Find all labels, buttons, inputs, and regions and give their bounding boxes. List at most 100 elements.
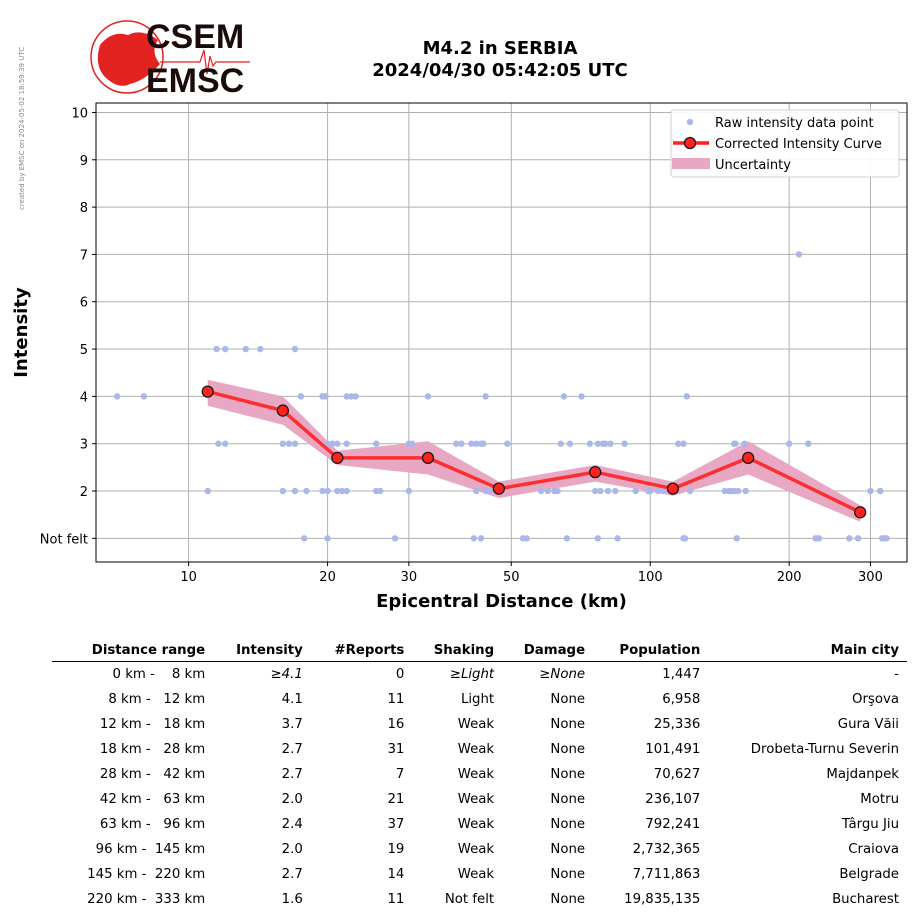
raw-data-point xyxy=(347,393,355,400)
raw-data-point xyxy=(586,440,594,447)
curve-marker xyxy=(421,451,435,465)
table-cell: 2.0 xyxy=(281,842,303,857)
table-row: 145 km - 220 km 2.7 14 Weak None 7,711,863 Bel… xyxy=(52,862,907,887)
table-cell: 2.7 xyxy=(281,767,303,782)
curve-marker xyxy=(742,451,755,465)
intensity-table: Distance range Intensity #Reports Shaking Da… xyxy=(52,640,907,912)
table-cell: 1,447 xyxy=(662,667,701,682)
raw-data-point xyxy=(742,487,749,495)
raw-data-point xyxy=(279,440,287,447)
raw-data-point xyxy=(647,487,654,495)
table-cell: 792,241 xyxy=(645,817,701,832)
table-cell: 101,491 xyxy=(645,742,701,757)
raw-data-point xyxy=(257,345,264,353)
table-cell: 3.7 xyxy=(281,717,303,732)
table-cell: 145 km - 220 km xyxy=(87,867,206,882)
raw-data-point xyxy=(523,535,530,542)
raw-data-point xyxy=(680,440,687,447)
table-cell: Orşova xyxy=(851,692,899,707)
table-header-row: Distance range Intensity #Reports Shaking Da… xyxy=(52,640,907,662)
table-cell: 236,107 xyxy=(645,792,701,807)
raw-data-point xyxy=(424,393,432,400)
raw-data-point xyxy=(867,487,874,495)
legend-raw-marker xyxy=(686,118,694,126)
table-cell: Majdanpek xyxy=(826,767,899,782)
table-cell: Motru xyxy=(860,792,899,807)
table-cell: ≥None xyxy=(539,667,586,682)
raw-data-point xyxy=(204,487,211,495)
raw-data-point xyxy=(285,440,293,447)
table-cell: 2.7 xyxy=(281,742,303,757)
y-tick-label: Not felt xyxy=(40,532,88,547)
raw-data-point xyxy=(846,535,853,542)
raw-data-point xyxy=(334,487,341,495)
table-cell: 70,627 xyxy=(653,767,701,782)
raw-data-point xyxy=(486,487,494,495)
y-tick-label: 10 xyxy=(71,106,88,121)
uncertainty-band xyxy=(207,379,861,522)
table-cell: ≥Light xyxy=(449,667,495,682)
legend-curve-label: Corrected Intensity Curve xyxy=(715,137,882,152)
table-cell: 8 km - 12 km xyxy=(108,692,206,707)
table-cell: Bucharest xyxy=(832,892,899,907)
table-cell: 0 km - 8 km xyxy=(112,667,206,682)
raw-data-point xyxy=(242,345,249,353)
table-cell: Craiova xyxy=(848,842,899,857)
x-tick-label: 20 xyxy=(319,570,336,585)
table-cell: Weak xyxy=(457,867,495,882)
table-cell: 2.4 xyxy=(281,817,303,832)
raw-data-point xyxy=(343,393,350,400)
raw-data-point xyxy=(563,535,571,542)
raw-data-point xyxy=(213,345,220,353)
column-header: Main city xyxy=(708,640,907,662)
table-cell: Weak xyxy=(457,767,495,782)
table-cell: Weak xyxy=(457,792,495,807)
raw-data-point xyxy=(594,440,602,447)
raw-data-point xyxy=(854,535,862,542)
table-cell: 2.0 xyxy=(281,792,303,807)
table-cell: 18 km - 28 km xyxy=(99,742,206,757)
raw-data-point xyxy=(319,487,326,495)
raw-data-point xyxy=(815,535,823,542)
raw-data-point xyxy=(537,487,545,495)
table-cell: 19 xyxy=(387,842,405,857)
table-cell: 42 km - 63 km xyxy=(99,792,206,807)
table-cell: 25,336 xyxy=(653,717,701,732)
table-cell: 4.1 xyxy=(281,692,303,707)
table-cell: None xyxy=(550,842,586,857)
y-tick-label: 7 xyxy=(80,248,88,263)
plot-frame xyxy=(95,102,908,563)
raw-data-point xyxy=(566,440,574,447)
raw-data-point xyxy=(221,440,229,447)
raw-data-point xyxy=(654,487,662,495)
curve-marker xyxy=(666,482,680,495)
raw-data-point xyxy=(591,487,599,495)
raw-data-point xyxy=(303,487,310,495)
column-header: Shaking xyxy=(412,640,503,662)
raw-data-point xyxy=(343,440,350,447)
raw-data-point xyxy=(477,535,485,542)
raw-data-point xyxy=(660,487,667,495)
table-cell: Târgu Jiu xyxy=(841,817,899,832)
y-tick-label: 9 xyxy=(80,154,88,169)
table-cell: Gura Văii xyxy=(837,717,899,732)
column-header: Population xyxy=(593,640,709,662)
raw-data-point xyxy=(468,440,475,447)
table-cell: None xyxy=(550,792,586,807)
x-axis-label: Epicentral Distance (km) xyxy=(376,591,627,612)
raw-data-point xyxy=(732,440,739,447)
table-row: 8 km - 12 km 4.1 11 Light None 6,958 Orşova xyxy=(52,687,907,712)
table-cell: 19,835,135 xyxy=(624,892,701,907)
raw-data-point xyxy=(301,535,308,542)
raw-data-point xyxy=(482,487,489,495)
raw-data-point xyxy=(683,393,690,400)
table-cell: Weak xyxy=(457,742,495,757)
table-cell: 28 km - 42 km xyxy=(99,767,206,782)
table-cell: Drobeta-Turnu Severin xyxy=(750,742,899,757)
title-line2: 2024/04/30 05:42:05 UTC xyxy=(372,60,628,81)
raw-data-point xyxy=(324,535,331,542)
column-header: #Reports xyxy=(310,640,413,662)
raw-data-point xyxy=(405,487,413,495)
table-cell: 2.7 xyxy=(281,867,303,882)
raw-data-point xyxy=(458,440,465,447)
